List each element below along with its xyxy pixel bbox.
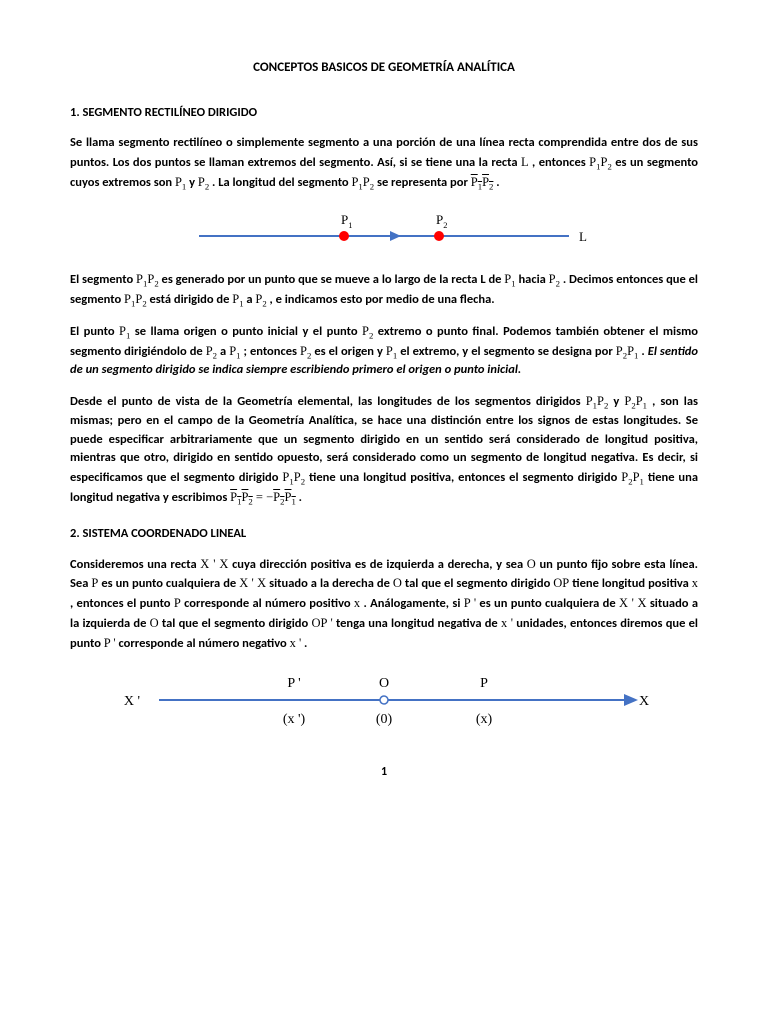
math-P1: P1 (119, 324, 130, 338)
math-P2: P2 (206, 344, 217, 358)
svg-text:P: P (480, 676, 488, 691)
math-P2: P2 (198, 175, 209, 189)
text: Consideremos una recta (70, 557, 200, 572)
svg-text:(x '): (x ') (283, 712, 306, 727)
math-P1: P1 (175, 175, 186, 189)
math-eq: P1P2 = −P2P1 (230, 490, 296, 504)
text: y (189, 175, 198, 190)
math-O: O (527, 557, 536, 571)
text: es el origen y (314, 344, 386, 359)
math-P2: P2 (255, 292, 266, 306)
math-x: x (354, 596, 360, 610)
math-segP1P2: P1P2 (471, 175, 494, 189)
math-P2P1: P2P1 (621, 470, 644, 484)
text: y (613, 394, 624, 409)
math-O: O (150, 616, 159, 630)
math-P: P (174, 596, 181, 610)
text: , entonces (532, 155, 589, 170)
svg-text:P ': P ' (287, 676, 300, 691)
section-1-heading: 1. SEGMENTO RECTILÍNEO DIRIGIDO (70, 105, 698, 120)
math-x: x (692, 576, 698, 590)
text: tal que el segmento dirigido (405, 576, 553, 591)
text: corresponde al número positivo (184, 596, 354, 611)
math-P1P2: P1P2 (351, 175, 374, 189)
math-P1P2: P1P2 (124, 292, 147, 306)
math-xp: x ' (501, 616, 513, 630)
math-P: P (91, 576, 98, 590)
math-Pp: P ' (104, 636, 116, 650)
text: hacia (518, 272, 548, 287)
text: cuya dirección positiva es de izquierda … (232, 557, 527, 572)
svg-text:X ': X ' (124, 694, 140, 709)
svg-text:(0): (0) (376, 712, 393, 727)
text: situado a la derecha de (269, 576, 393, 591)
math-L: L (521, 155, 529, 169)
paragraph: El segmento P1P2 es generado por un punt… (70, 270, 698, 310)
math-P1: P1 (504, 272, 515, 286)
math-P1P2: P1P2 (282, 470, 305, 484)
text: . Análogamente, si (363, 596, 463, 611)
page-number: 1 (70, 765, 698, 779)
text: tal que el segmento dirigido (162, 616, 312, 631)
paragraph: Se llama segmento rectilíneo o simplemen… (70, 134, 698, 192)
math-P2: P2 (362, 324, 373, 338)
math-P1: P1 (232, 292, 243, 306)
svg-text:P1: P1 (341, 212, 352, 230)
text: , entonces el punto (70, 596, 174, 611)
diagram-coordinate-line: X ' X P ' O P (x ') (0) (x) (104, 665, 664, 735)
math-xp: x ' (290, 636, 302, 650)
text: . (299, 490, 302, 505)
section-2-heading: 2. SISTEMA COORDENADO LINEAL (70, 526, 698, 541)
text: está dirigido de (150, 292, 233, 307)
math-XpX: X ' X (619, 596, 647, 610)
text: tiene una longitud positiva, entonces el… (309, 470, 621, 485)
text: a (220, 344, 229, 359)
text: . La longitud del segmento (212, 175, 351, 190)
text: el extremo, y el segmento se designa por (400, 344, 616, 359)
text: , e indicamos esto por medio de una flec… (270, 292, 495, 307)
text: Desde el punto de vista de la Geometría … (70, 394, 586, 409)
math-P1: P1 (386, 344, 397, 358)
page-title: CONCEPTOS BASICOS DE GEOMETRÍA ANALÍTICA (70, 60, 698, 75)
text: . (496, 175, 499, 190)
math-P1P2: P1P2 (136, 272, 159, 286)
text: El punto (70, 324, 119, 339)
math-OPp: OP ' (311, 616, 332, 630)
svg-text:(x): (x) (476, 712, 493, 727)
math-O: O (393, 576, 402, 590)
text: es un punto cualquiera de (479, 596, 619, 611)
text: . (304, 636, 307, 651)
paragraph: Consideremos una recta X ' X cuya direcc… (70, 555, 698, 654)
math-P2P1: P2P1 (616, 344, 639, 358)
text: se representa por (377, 175, 471, 190)
svg-text:O: O (379, 676, 389, 691)
svg-text:X: X (639, 694, 649, 709)
text: ; entonces (244, 344, 300, 359)
text: es un punto cualquiera de (101, 576, 239, 591)
svg-text:P2: P2 (436, 212, 447, 230)
math-OP: OP (553, 576, 569, 590)
math-Pp: P ' (464, 596, 476, 610)
text: es generado por un punto que se mueve a … (162, 272, 505, 287)
diagram-line-segment: P1 P2 L (169, 204, 599, 254)
svg-text:L: L (579, 229, 587, 244)
paragraph: El punto P1 se llama origen o punto inic… (70, 322, 698, 380)
math-P2P1: P2P1 (624, 394, 647, 408)
text: tiene longitud positiva (572, 576, 692, 591)
math-XpX: X ' X (200, 557, 228, 571)
text: tenga una longitud negativa de (336, 616, 501, 631)
math-P2: P2 (300, 344, 311, 358)
math-P1P2: P1P2 (586, 394, 609, 408)
math-XpX: X ' X (239, 576, 266, 590)
paragraph: Desde el punto de vista de la Geometría … (70, 392, 698, 508)
math-P1: P1 (229, 344, 240, 358)
text: El segmento (70, 272, 136, 287)
math-P2: P2 (549, 272, 560, 286)
text: se llama origen o punto inicial y el pun… (135, 324, 362, 339)
text: corresponde al número negativo (118, 636, 289, 651)
math-P1P2: P1P2 (589, 155, 612, 169)
